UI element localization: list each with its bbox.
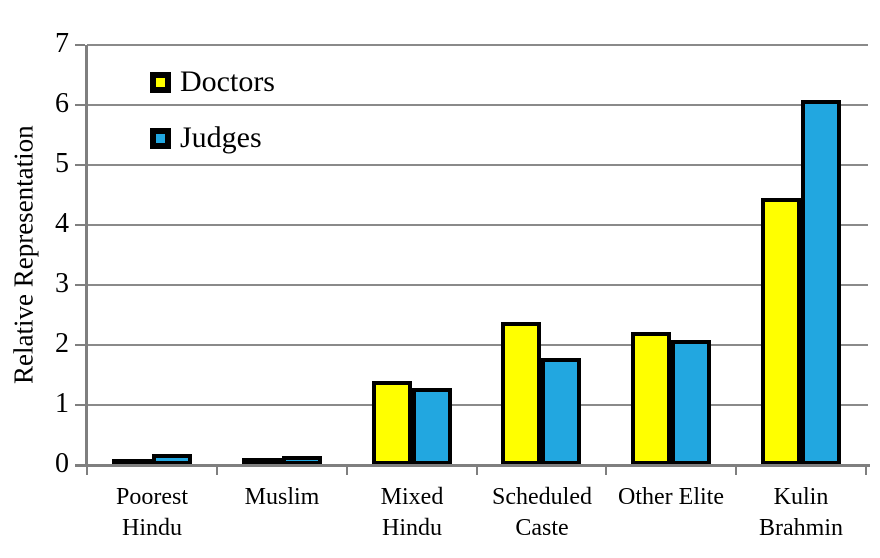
bar-doctors-other-elite [631, 332, 671, 465]
x-tick-5 [735, 465, 737, 475]
judges-swatch-icon [150, 127, 171, 149]
legend-item-doctors: Doctors [150, 62, 275, 102]
gridline-y5 [87, 164, 868, 166]
y-tick-4 [75, 224, 85, 226]
y-tick-label-6: 6 [55, 88, 69, 119]
y-tick-label-0: 0 [55, 448, 69, 479]
y-tick-label-5: 5 [55, 148, 69, 179]
y-tick-6 [75, 104, 85, 106]
gridline-y4 [87, 224, 868, 226]
x-category-label-kulin-brahmin: Kulin Brahmin [759, 484, 843, 541]
bar-judges-poorest-hindu [152, 454, 192, 465]
y-axis-line [85, 45, 88, 467]
x-category-label-poorest-hindu: Poorest Hindu [116, 484, 188, 541]
y-tick-label-2: 2 [55, 328, 69, 359]
x-tick-1 [216, 465, 218, 475]
gridline-y2 [87, 344, 868, 346]
x-tick-2 [346, 465, 348, 475]
bar-judges-other-elite [671, 340, 711, 465]
bar-judges-scheduled-caste [541, 358, 581, 465]
gridline-y3 [87, 284, 868, 286]
x-tick-0 [86, 465, 88, 475]
x-tick-3 [476, 465, 478, 475]
y-tick-label-4: 4 [55, 208, 69, 239]
legend-item-judges: Judges [150, 118, 262, 158]
legend-label-doctors: Doctors [180, 65, 275, 98]
gridline-y1 [87, 404, 868, 406]
doctors-swatch-fill [156, 77, 165, 87]
y-tick-1 [75, 404, 85, 406]
bar-judges-kulin-brahmin [801, 100, 841, 465]
doctors-swatch-icon [150, 71, 171, 93]
x-category-label-other-elite: Other Elite [618, 484, 724, 510]
x-axis-line [75, 464, 870, 467]
bar-judges-muslim [282, 456, 322, 465]
x-tick-4 [605, 465, 607, 475]
bar-judges-mixed-hindu [412, 388, 452, 465]
x-tick-6 [865, 465, 867, 475]
x-category-label-mixed-hindu: Mixed Hindu [380, 484, 444, 541]
y-tick-5 [75, 164, 85, 166]
judges-swatch-fill [156, 133, 165, 143]
y-tick-label-1: 1 [55, 388, 69, 419]
gridline-y7 [87, 44, 868, 46]
y-tick-label-7: 7 [55, 28, 69, 59]
y-tick-2 [75, 344, 85, 346]
y-tick-label-3: 3 [55, 268, 69, 299]
x-category-label-muslim: Muslim [244, 484, 320, 510]
legend-label-judges: Judges [180, 121, 262, 154]
gridline-y6 [87, 104, 868, 106]
bar-doctors-scheduled-caste [501, 322, 541, 465]
y-tick-7 [75, 44, 85, 46]
x-category-label-scheduled-caste: Scheduled Caste [492, 484, 592, 541]
bar-doctors-kulin-brahmin [761, 198, 801, 465]
y-tick-3 [75, 284, 85, 286]
bar-doctors-mixed-hindu [372, 381, 412, 465]
